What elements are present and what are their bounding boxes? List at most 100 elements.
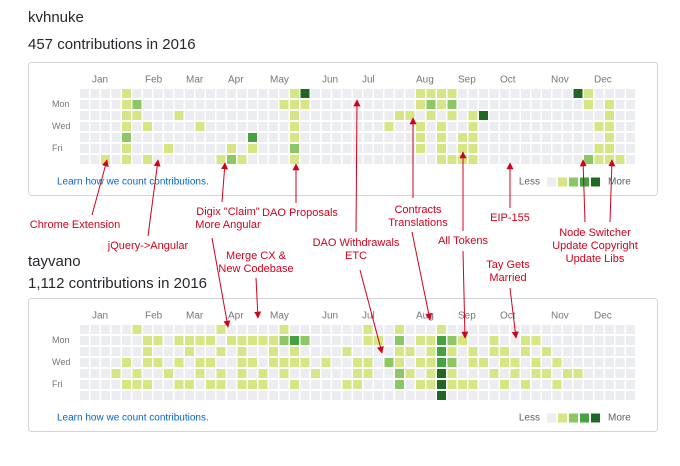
contribution-cell	[258, 144, 268, 153]
contribution-cell	[206, 369, 215, 378]
contribution-cell	[510, 358, 520, 367]
contribution-cell	[290, 100, 299, 109]
contribution-cell	[143, 155, 152, 164]
contribution-cell	[563, 336, 572, 345]
contribution-cell	[122, 100, 131, 109]
contribution-cell	[447, 100, 457, 109]
contribution-cell	[384, 380, 394, 389]
contribution-cell	[605, 100, 614, 109]
contribution-cell	[269, 391, 278, 400]
contribution-cell	[531, 155, 541, 164]
contribution-cell	[563, 100, 572, 109]
contribution-cell	[279, 391, 289, 400]
contribution-cell	[248, 325, 257, 334]
contribution-cell	[489, 144, 499, 153]
contribution-cell	[206, 144, 215, 153]
contribution-cell	[626, 122, 635, 131]
contribution-cell	[447, 155, 457, 164]
learn-link[interactable]: Learn how we count contributions.	[57, 413, 209, 424]
contribution-cell	[605, 133, 614, 142]
month-label: Mar	[186, 311, 204, 322]
contribution-cell	[206, 111, 215, 120]
contribution-summary: 457 contributions in 2016	[28, 36, 196, 53]
contribution-cell	[416, 325, 425, 334]
contribution-cell	[321, 358, 331, 367]
contribution-cell	[426, 380, 436, 389]
contribution-cell	[573, 380, 583, 389]
contribution-cell	[437, 347, 446, 356]
contribution-cell	[216, 380, 226, 389]
contribution-cell	[563, 358, 572, 367]
contribution-cell	[479, 380, 488, 389]
contribution-cell	[248, 111, 257, 120]
month-label: Sep	[458, 75, 476, 86]
contribution-cell	[416, 100, 425, 109]
contribution-cell	[185, 133, 194, 142]
contribution-cell	[363, 369, 373, 378]
contribution-cell	[573, 89, 583, 98]
contribution-cell	[416, 111, 425, 120]
contribution-cell	[510, 336, 520, 345]
contribution-cell	[500, 155, 509, 164]
contribution-cell	[605, 89, 614, 98]
month-label: Feb	[145, 311, 163, 322]
contribution-cell	[269, 89, 278, 98]
contribution-cell	[122, 155, 131, 164]
contribution-cell	[531, 358, 541, 367]
contribution-cell	[563, 155, 572, 164]
month-label: Apr	[228, 311, 244, 322]
contribution-cell	[479, 336, 488, 345]
contribution-cell	[237, 111, 247, 120]
contribution-cell	[374, 325, 383, 334]
contribution-cell	[479, 89, 488, 98]
contribution-cell	[489, 369, 499, 378]
contribution-cell	[80, 325, 89, 334]
contribution-cell	[342, 133, 352, 142]
contribution-cell	[615, 369, 625, 378]
contribution-cell	[321, 369, 331, 378]
contribution-cell	[227, 111, 236, 120]
learn-link[interactable]: Learn how we count contributions.	[57, 177, 209, 188]
contribution-cell	[510, 144, 520, 153]
contribution-cell	[174, 144, 184, 153]
contribution-cell	[122, 336, 131, 345]
legend-cell	[547, 177, 556, 187]
contribution-cell	[405, 358, 415, 367]
contribution-cell	[174, 325, 184, 334]
contribution-cell	[195, 144, 205, 153]
contribution-cell	[615, 100, 625, 109]
contribution-cell	[615, 122, 625, 131]
contribution-cell	[132, 358, 142, 367]
contribution-cell	[489, 155, 499, 164]
day-label: Mon	[52, 99, 70, 109]
contribution-cell	[342, 347, 352, 356]
contribution-cell	[363, 155, 373, 164]
contribution-cell	[258, 155, 268, 164]
contribution-cell	[227, 358, 236, 367]
contribution-cell	[531, 122, 541, 131]
contribution-cell	[500, 369, 509, 378]
contribution-cell	[122, 144, 131, 153]
annotation: Married	[489, 272, 526, 284]
contribution-cell	[164, 144, 173, 153]
contribution-cell	[143, 111, 152, 120]
contribution-cell	[500, 391, 509, 400]
legend-more: More	[608, 177, 631, 188]
contribution-cell	[164, 100, 173, 109]
contribution-cell	[521, 155, 530, 164]
contribution-cell	[174, 369, 184, 378]
contribution-cell	[321, 336, 331, 345]
contribution-cell	[353, 325, 362, 334]
contribution-cell	[300, 347, 310, 356]
contribution-cell	[395, 325, 404, 334]
contribution-cell	[458, 122, 467, 131]
contribution-cell	[248, 144, 257, 153]
contribution-cell	[542, 380, 551, 389]
month-label: Oct	[500, 75, 516, 86]
contribution-cell	[353, 369, 362, 378]
contribution-cell	[594, 391, 604, 400]
contribution-cell	[416, 155, 425, 164]
contribution-cell	[447, 391, 457, 400]
contribution-cell	[90, 100, 100, 109]
contribution-cell	[437, 380, 446, 389]
